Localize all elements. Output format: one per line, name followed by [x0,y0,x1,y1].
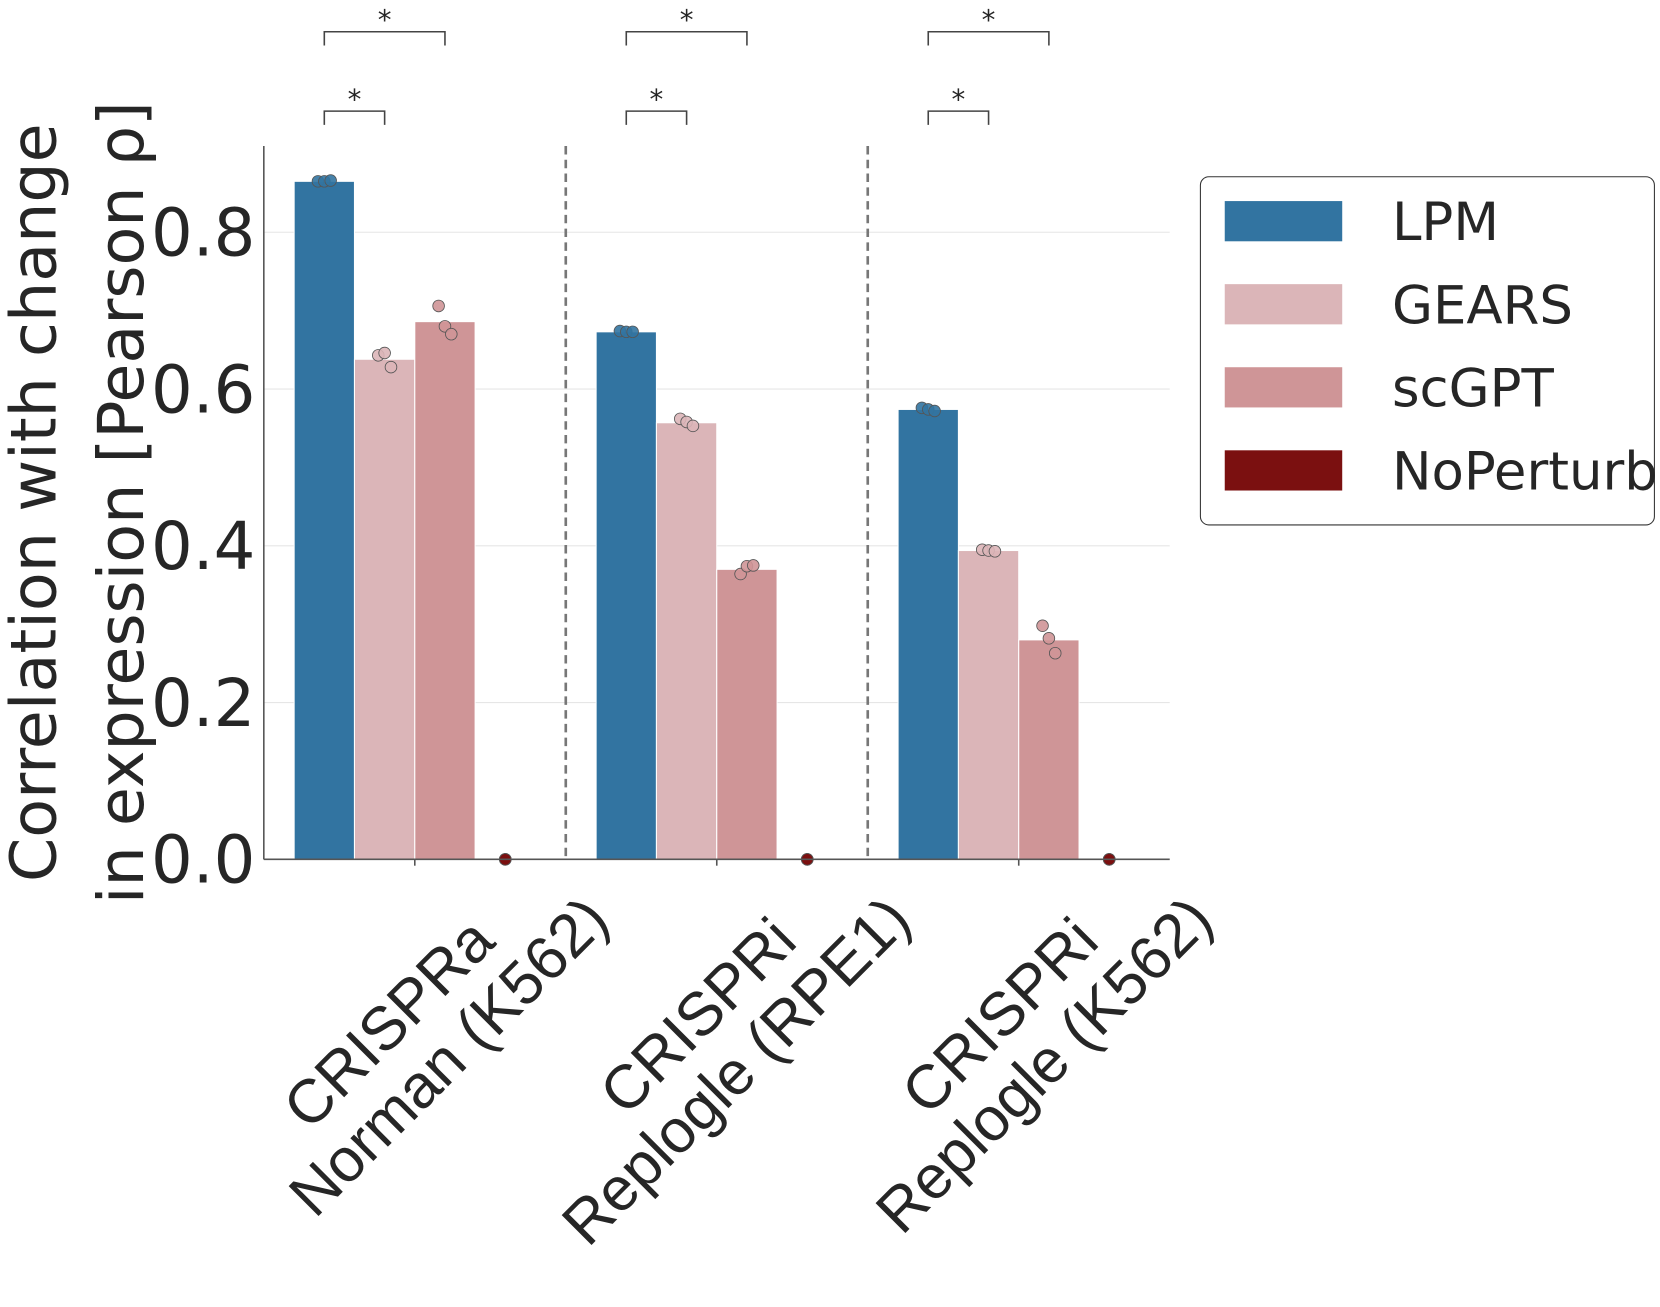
bar [655,422,718,860]
replicate-point [747,559,760,572]
y-tick-label: 0.2 [151,666,255,742]
legend-swatch [1224,201,1343,242]
bar [414,321,476,860]
legend-swatch [1224,284,1343,325]
y-axis-label: in expression [Pearson ρ] [84,101,158,904]
significance-label: * [378,5,392,37]
significance-label: * [680,5,694,37]
significance-bracket [625,30,748,46]
replicate-point [686,419,700,433]
significance-label: * [650,84,664,116]
bar [595,331,657,860]
significance-bracket [927,30,1050,46]
legend-swatch [1224,450,1343,491]
bar [897,408,959,860]
significance-bracket [323,30,446,46]
replicate-point [378,346,391,360]
replicate-point [445,327,458,341]
replicate-point [626,325,639,339]
bar [716,568,778,860]
significance-label: * [952,84,966,116]
y-tick-label: 0.8 [151,196,255,272]
replicate-point [1036,619,1049,632]
significance-bracket [323,110,386,125]
replicate-point [1042,632,1056,645]
y-axis-label: Correlation with change [0,123,70,882]
bar [957,549,1020,860]
y-tick-label: 0.6 [151,352,255,428]
replicate-point [324,174,337,187]
significance-bracket [927,110,990,125]
legend-label: NoPerturb [1392,441,1658,502]
significance-label: * [348,84,362,116]
legend-swatch [1224,367,1343,408]
legend-label: LPM [1392,192,1499,253]
y-tick-label: 0.4 [151,509,255,585]
replicate-point [988,545,1002,558]
replicate-point [928,404,941,418]
replicate-point [432,299,445,313]
significance-label: * [982,5,996,37]
significance-bracket [625,110,688,125]
bar [1018,639,1080,860]
replicate-point [1048,646,1062,660]
legend-label: GEARS [1392,275,1573,336]
legend-label: scGPT [1392,358,1555,419]
replicate-point [384,360,398,374]
legend-box [1199,176,1655,526]
bar [293,180,355,860]
y-tick-label: 0.0 [151,823,255,899]
bar [353,358,416,860]
